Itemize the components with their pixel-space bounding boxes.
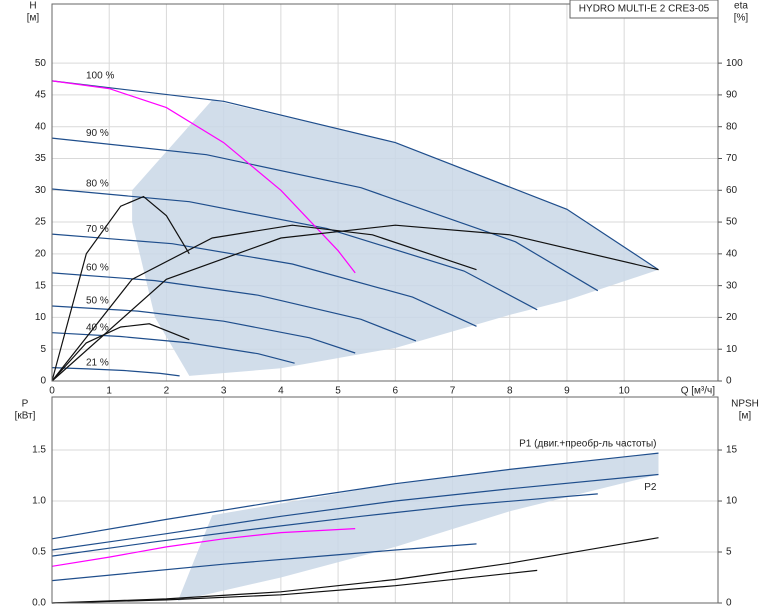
secondary-curve: [51, 569, 538, 604]
curve-label: 40 %: [86, 322, 109, 333]
curve-label: 100 %: [86, 71, 114, 82]
y-axis-unit: [м]: [27, 13, 40, 24]
curve: [51, 80, 659, 271]
curve-label: 70 %: [86, 224, 109, 235]
secondary-curve: [51, 224, 477, 382]
operating-range: [132, 99, 659, 376]
curve: [51, 233, 477, 327]
y-axis-label: P: [22, 399, 29, 410]
y2-tick-label: 30: [726, 280, 738, 291]
x-tick-label: 10: [619, 386, 631, 397]
y2-tick-label: 60: [726, 185, 738, 196]
plot-frame: [51, 3, 719, 382]
secondary-curve: [51, 195, 190, 382]
curve: [51, 543, 477, 582]
curve-label: 60 %: [86, 263, 109, 274]
operating-range: [177, 453, 659, 601]
curve-label: 21 %: [86, 357, 109, 368]
x-tick-label: 2: [164, 386, 170, 397]
y-tick-label: 0.0: [32, 598, 46, 609]
curve: [51, 473, 659, 551]
y2-axis-unit: [м]: [739, 411, 752, 422]
y2-axis-unit: [%]: [734, 13, 749, 24]
y-tick-label: 35: [35, 153, 47, 164]
curve-label: 90 %: [86, 128, 109, 139]
y-tick-label: 50: [35, 58, 47, 69]
curve: [51, 528, 356, 567]
curve-label: 80 %: [86, 179, 109, 190]
title-box: [569, 0, 719, 19]
y-tick-label: 1.5: [32, 445, 46, 456]
y2-tick-label: 90: [726, 90, 738, 101]
y-tick-label: 0.5: [32, 547, 46, 558]
curve: [51, 493, 598, 557]
secondary-curve: [51, 224, 659, 382]
curve: [51, 272, 417, 342]
x-tick-label: 0: [49, 386, 55, 397]
curve: [51, 332, 295, 364]
y2-tick-label: 0: [726, 598, 732, 609]
y-tick-label: 20: [35, 248, 47, 259]
y-tick-label: 40: [35, 121, 47, 132]
x-tick-label: 6: [393, 386, 399, 397]
curve-label: P2: [644, 482, 657, 493]
y-tick-label: 45: [35, 90, 47, 101]
y2-tick-label: 15: [726, 445, 738, 456]
curve: [51, 367, 180, 377]
y-tick-label: 0: [40, 376, 46, 387]
curve-label: P1 (двиг.+преобр-ль частоты): [519, 438, 656, 450]
y2-axis-label: eta: [734, 1, 748, 12]
y2-tick-label: 10: [726, 496, 738, 507]
chart-title: HYDRO MULTI-E 2 CRE3-05: [579, 4, 710, 15]
y-tick-label: 1.0: [32, 496, 46, 507]
y2-tick-label: 40: [726, 248, 738, 259]
x-tick-label: 1: [106, 386, 112, 397]
y2-tick-label: 100: [726, 58, 743, 69]
curve: [51, 137, 599, 292]
x-tick-label: 4: [278, 386, 284, 397]
y2-tick-label: 10: [726, 344, 738, 355]
x-tick-label: 5: [335, 386, 341, 397]
y2-tick-label: 5: [726, 547, 732, 558]
secondary-curve: [51, 323, 190, 382]
y-tick-label: 5: [40, 344, 46, 355]
x-tick-label: 7: [450, 386, 456, 397]
y2-tick-label: 0: [726, 376, 732, 387]
y2-tick-label: 50: [726, 217, 738, 228]
plot-frame: [51, 396, 719, 604]
secondary-curve: [51, 537, 659, 604]
x-tick-label: 9: [564, 386, 570, 397]
y-tick-label: 15: [35, 280, 47, 291]
y-axis-unit: [кВт]: [15, 411, 36, 422]
x-axis-label: Q [м³/ч]: [681, 386, 716, 397]
curve: [51, 188, 538, 311]
x-tick-label: 3: [221, 386, 227, 397]
y2-axis-label: NPSH: [731, 399, 759, 410]
y2-tick-label: 80: [726, 121, 738, 132]
y-axis-label: H: [29, 1, 36, 12]
x-tick-label: 8: [507, 386, 513, 397]
y2-tick-label: 20: [726, 312, 738, 323]
curve: [51, 305, 356, 354]
y-tick-label: 10: [35, 312, 47, 323]
curve-label: 50 %: [86, 296, 109, 307]
curve: [51, 80, 356, 274]
y2-tick-label: 70: [726, 153, 738, 164]
curve: [51, 452, 659, 540]
y-tick-label: 30: [35, 185, 47, 196]
y-tick-label: 25: [35, 217, 47, 228]
